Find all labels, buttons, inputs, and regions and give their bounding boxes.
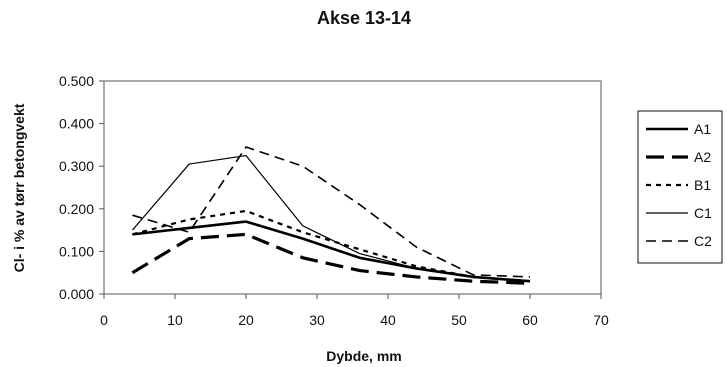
- legend-label-c1: C1: [694, 205, 712, 221]
- series-point-a2-4: [301, 256, 304, 259]
- series-point-c2-4: [301, 165, 304, 168]
- legend-label-c2: C2: [694, 233, 712, 249]
- series-line-c1: [131, 154, 531, 282]
- y-tick-label: 0.300: [59, 158, 94, 174]
- y-axis: 0.000 0.100 0.200 0.300 0.400 0.500: [59, 73, 104, 302]
- series-point-c2-1: [131, 214, 134, 217]
- x-tick-label: 60: [522, 312, 538, 328]
- x-tick-label: 10: [167, 312, 183, 328]
- legend-label-a1: A1: [694, 121, 711, 137]
- series-point-a2-5: [358, 269, 361, 272]
- series-point-b1-4: [301, 231, 304, 234]
- series-point-a1-2: [188, 226, 191, 229]
- series-point-b1-2: [188, 218, 191, 221]
- series-point-c1-2: [188, 162, 191, 165]
- series-point-c1-1: [131, 229, 134, 232]
- x-tick-label: 0: [100, 312, 108, 328]
- series-point-c2-5: [358, 203, 361, 206]
- y-tick-label: 0.500: [59, 73, 94, 89]
- series-point-c1-6: [415, 267, 418, 270]
- series-point-c1-8: [528, 280, 531, 283]
- series-line-a2: [131, 232, 531, 285]
- chart-title: Akse 13-14: [317, 8, 411, 28]
- series-point-a2-2: [188, 237, 191, 240]
- plot-frame: [103, 80, 602, 295]
- y-tick-label: 0.100: [59, 243, 94, 259]
- series-line-b1: [132, 209, 531, 283]
- x-tick-label: 40: [380, 312, 396, 328]
- y-tick-label: 0.000: [59, 286, 94, 302]
- plot-area: [103, 80, 602, 295]
- series-point-a2-7: [472, 280, 475, 283]
- x-axis-label: Dybde, mm: [326, 348, 401, 364]
- series-point-b1-5: [358, 248, 361, 251]
- series-point-a1-5: [358, 256, 361, 259]
- series-point-c2-6: [415, 246, 418, 249]
- series-point-b1-3: [244, 209, 247, 212]
- series-point-a2-1: [131, 271, 134, 274]
- series-point-c2-3: [244, 145, 247, 148]
- x-tick-label: 70: [593, 312, 609, 328]
- series-point-a1-3: [244, 220, 247, 223]
- series-point-c2-8: [528, 275, 531, 278]
- series-point-c2-2: [188, 231, 191, 234]
- x-tick-label: 50: [451, 312, 467, 328]
- series-line-c2: [132, 146, 531, 278]
- series-point-a1-4: [301, 237, 304, 240]
- legend-box: [637, 110, 723, 264]
- y-axis-label: Cl- i % av tørr betongvekt: [11, 103, 27, 272]
- series-point-c2-7: [472, 273, 475, 276]
- y-tick-label: 0.200: [59, 201, 94, 217]
- series-point-a2-3: [244, 233, 247, 236]
- series-point-c1-4: [301, 224, 304, 227]
- legend-label-a2: A2: [694, 149, 711, 165]
- legend-label-b1: B1: [694, 177, 711, 193]
- x-axis: 0 10 20 30 40 50 60 70: [100, 294, 609, 328]
- x-tick-label: 30: [309, 312, 325, 328]
- y-tick-label: 0.400: [59, 116, 94, 132]
- series-point-c1-5: [358, 252, 361, 255]
- series-point-c1-3: [244, 154, 247, 157]
- series-point-a2-6: [415, 275, 418, 278]
- series-layer: [131, 145, 531, 285]
- series-line-a1: [132, 220, 531, 283]
- x-tick-label: 20: [238, 312, 254, 328]
- series-point-b1-1: [131, 233, 134, 236]
- legend: A1 A2 B1 C1 C2: [637, 110, 723, 264]
